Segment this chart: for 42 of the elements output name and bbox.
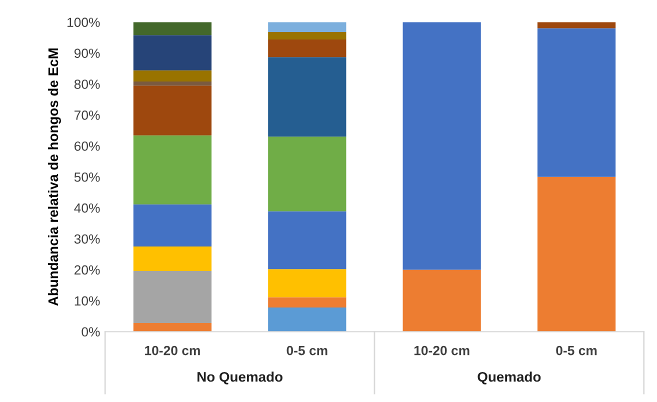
bar [133, 82, 212, 86]
y-tick-label: 70% [74, 110, 100, 120]
y-tick-label: 50% [74, 172, 100, 182]
bar [268, 39, 346, 58]
bar [268, 57, 346, 137]
bar [133, 35, 212, 70]
bar [133, 22, 212, 36]
bar [268, 22, 346, 32]
x-tick-label: 0-5 cm [286, 346, 328, 356]
bar [133, 270, 212, 323]
text: No Quemado [198, 372, 282, 384]
bar [268, 308, 346, 332]
text: Quemado [478, 372, 541, 384]
y-tick-label: 30% [74, 234, 100, 244]
bar [268, 136, 346, 212]
bar [402, 270, 481, 332]
bar [133, 86, 212, 136]
y-tick-label: 60% [74, 141, 100, 151]
y-tick-label: 10% [74, 296, 100, 306]
bar [268, 269, 346, 298]
bar [268, 211, 346, 270]
bar [133, 246, 212, 271]
bar [537, 22, 616, 28]
bar [133, 322, 212, 332]
bar [402, 22, 481, 270]
y-tick-label: 0% [82, 327, 100, 337]
y-axis-title: Abundancia relativa de hongos de EcM [48, 48, 61, 306]
bar [133, 70, 212, 82]
x-tick-label: 10-20 cm [145, 346, 200, 356]
x-tick-label: 10-20 cm [414, 346, 470, 356]
bar [537, 28, 616, 177]
y-tick-label: 100% [68, 18, 100, 28]
y-tick-label: 80% [74, 80, 100, 89]
x-tick-label: 0-5 cm [556, 346, 597, 356]
y-tick-label: 90% [74, 48, 100, 58]
y-tick-label: 20% [74, 265, 100, 275]
bar [268, 32, 346, 40]
bar [133, 135, 212, 204]
bar [537, 176, 616, 332]
bar [133, 204, 212, 247]
bar [268, 297, 346, 308]
y-tick-label: 40% [74, 203, 100, 213]
